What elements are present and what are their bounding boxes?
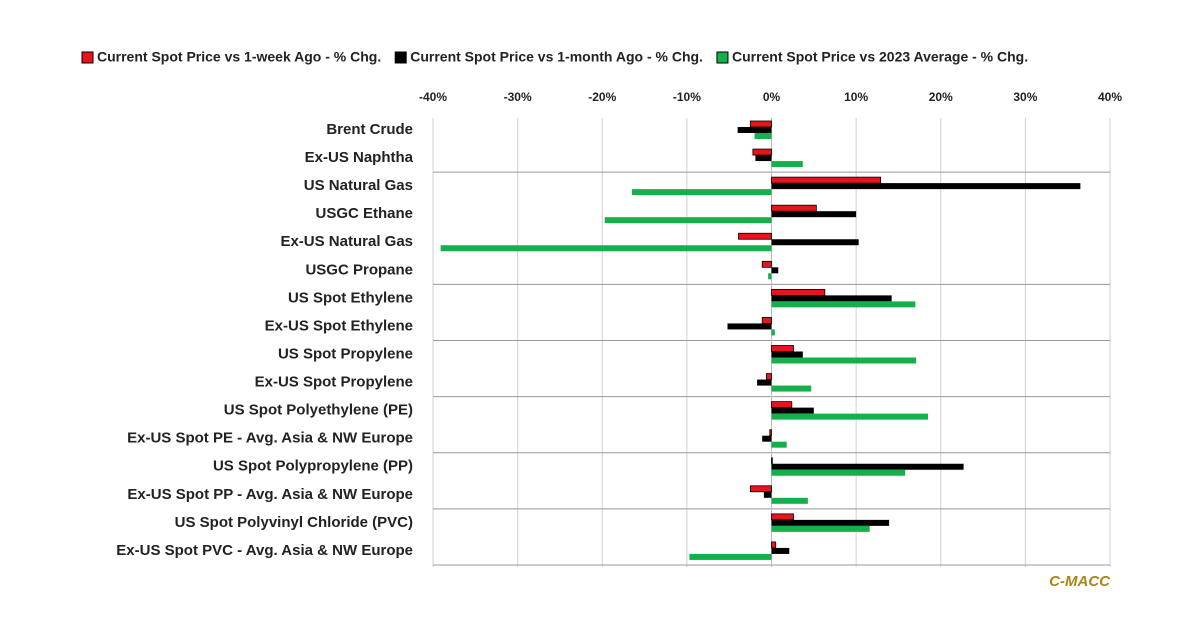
category-label: USGC Propane xyxy=(305,261,413,278)
category-label: Ex-US Naphtha xyxy=(305,149,414,166)
bar xyxy=(771,497,808,504)
bar xyxy=(727,323,772,330)
bar xyxy=(631,189,772,196)
bar xyxy=(771,161,803,168)
bar xyxy=(440,245,772,252)
bar xyxy=(768,273,772,280)
x-tick-label: -40% xyxy=(419,90,447,104)
category-label: Ex-US Spot PE - Avg. Asia & NW Europe xyxy=(127,430,413,447)
bar xyxy=(749,120,772,128)
category-label: Ex-US Spot PVC - Avg. Asia & NW Europe xyxy=(116,542,413,559)
bar xyxy=(771,351,803,358)
bar xyxy=(771,513,794,521)
bar xyxy=(761,317,772,324)
bar xyxy=(771,547,790,554)
bar xyxy=(771,329,775,336)
bar xyxy=(771,385,812,392)
category-label: Brent Crude xyxy=(326,121,413,138)
category-label: Ex-US Natural Gas xyxy=(280,233,413,250)
legend-swatch xyxy=(716,51,729,64)
bar xyxy=(771,288,826,296)
category-label: Ex-US Spot Propylene xyxy=(255,374,413,391)
bar xyxy=(766,373,772,380)
bar xyxy=(771,204,817,212)
bar xyxy=(771,183,1081,190)
bar xyxy=(762,435,772,442)
category-label: Ex-US Spot Ethylene xyxy=(265,317,413,334)
bar xyxy=(761,260,772,268)
bar xyxy=(757,379,772,386)
bar xyxy=(737,127,772,133)
bar xyxy=(763,491,772,498)
bar xyxy=(771,239,859,246)
x-tick-label: -30% xyxy=(504,90,532,104)
category-label: US Spot Ethylene xyxy=(288,289,413,306)
bar xyxy=(771,211,857,218)
bar xyxy=(771,413,929,420)
bar xyxy=(771,469,906,476)
bar xyxy=(749,485,772,493)
source-label: C-MACC xyxy=(1049,573,1111,590)
bar xyxy=(752,148,772,156)
legend-label: Current Spot Price vs 1-month Ago - % Ch… xyxy=(410,49,703,65)
x-tick-label: 20% xyxy=(929,90,953,104)
bar xyxy=(771,541,777,549)
bar xyxy=(771,407,814,414)
category-label: US Spot Polyethylene (PE) xyxy=(224,402,413,419)
category-label: USGC Ethane xyxy=(315,205,413,222)
legend-swatch xyxy=(81,51,94,64)
bar xyxy=(738,232,772,240)
bar xyxy=(771,301,916,308)
bar xyxy=(771,463,964,470)
bar xyxy=(754,133,772,139)
x-tick-label: 40% xyxy=(1098,90,1122,104)
category-label: Ex-US Spot PP - Avg. Asia & NW Europe xyxy=(127,486,413,503)
x-tick-label: 0% xyxy=(763,90,781,104)
bar xyxy=(604,217,772,224)
bar xyxy=(771,401,793,409)
bar xyxy=(771,267,779,274)
x-tick-label: -20% xyxy=(588,90,616,104)
bar xyxy=(771,525,870,532)
bar xyxy=(771,176,882,184)
x-tick-label: 10% xyxy=(844,90,868,104)
bar xyxy=(771,295,892,302)
bar xyxy=(771,357,917,364)
bar xyxy=(689,553,772,560)
category-label: US Natural Gas xyxy=(304,177,413,194)
legend-label: Current Spot Price vs 2023 Average - % C… xyxy=(732,49,1028,65)
bar xyxy=(755,155,772,162)
bar xyxy=(771,457,773,465)
category-label: US Spot Polypropylene (PP) xyxy=(213,458,413,475)
category-label: US Spot Polyvinyl Chloride (PVC) xyxy=(175,514,413,531)
x-tick-label: -10% xyxy=(673,90,701,104)
legend-swatch xyxy=(394,51,407,64)
bar xyxy=(771,345,794,352)
bar xyxy=(771,441,787,448)
x-tick-label: 30% xyxy=(1013,90,1037,104)
legend-label: Current Spot Price vs 1-week Ago - % Chg… xyxy=(97,49,381,65)
bar xyxy=(769,429,772,437)
category-label: US Spot Propylene xyxy=(278,345,413,362)
bar xyxy=(771,519,890,526)
